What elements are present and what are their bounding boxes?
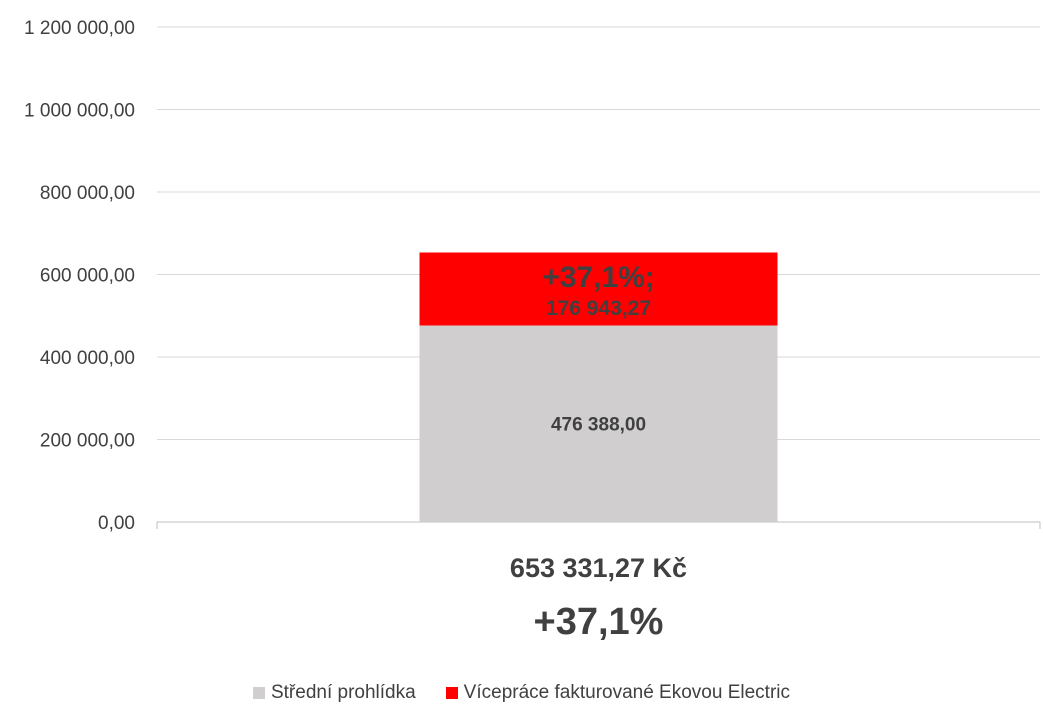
data-label-percent: +37,1%;: [542, 261, 655, 294]
category-sublabel: +37,1%: [534, 601, 664, 643]
data-label-value: 176 943,27: [546, 297, 651, 320]
y-axis: 0,00 200 000,00 400 000,00 600 000,00 800 00…: [24, 18, 135, 534]
x-axis: 653 331,27 Kč +37,1%: [156, 522, 1041, 643]
data-label: 476 388,00: [551, 415, 646, 436]
legend-swatch-gray: [252, 687, 265, 699]
bar-segment: [419, 252, 778, 326]
legend-label: Střední prohlídka: [270, 682, 416, 703]
legend: Střední prohlídka Vícepráce fakturované …: [0, 682, 1043, 704]
legend-label: Vícepráce fakturované Ekovou Electric: [463, 682, 791, 703]
y-tick-label: 200 000,00: [40, 431, 135, 452]
legend-item-stredni-prohlidka: Střední prohlídka: [252, 682, 416, 704]
y-tick-label: 0,00: [98, 513, 135, 534]
y-tick-label: 800 000,00: [40, 183, 135, 204]
stacked-bar-chart: 0,00 200 000,00 400 000,00 600 000,00 800 00…: [24, 18, 1041, 643]
legend-item-viceprace: Vícepráce fakturované Ekovou Electric: [445, 682, 791, 704]
y-tick-label: 600 000,00: [40, 266, 135, 287]
y-tick-label: 400 000,00: [40, 348, 135, 369]
bars: 476 388,00 +37,1%; 176 943,27: [419, 252, 778, 522]
y-tick-label: 1 200 000,00: [24, 18, 135, 39]
legend-swatch-red: [445, 687, 458, 699]
y-tick-label: 1 000 000,00: [24, 101, 135, 122]
bar-segment: [419, 325, 778, 522]
category-label: 653 331,27 Kč: [510, 553, 687, 583]
